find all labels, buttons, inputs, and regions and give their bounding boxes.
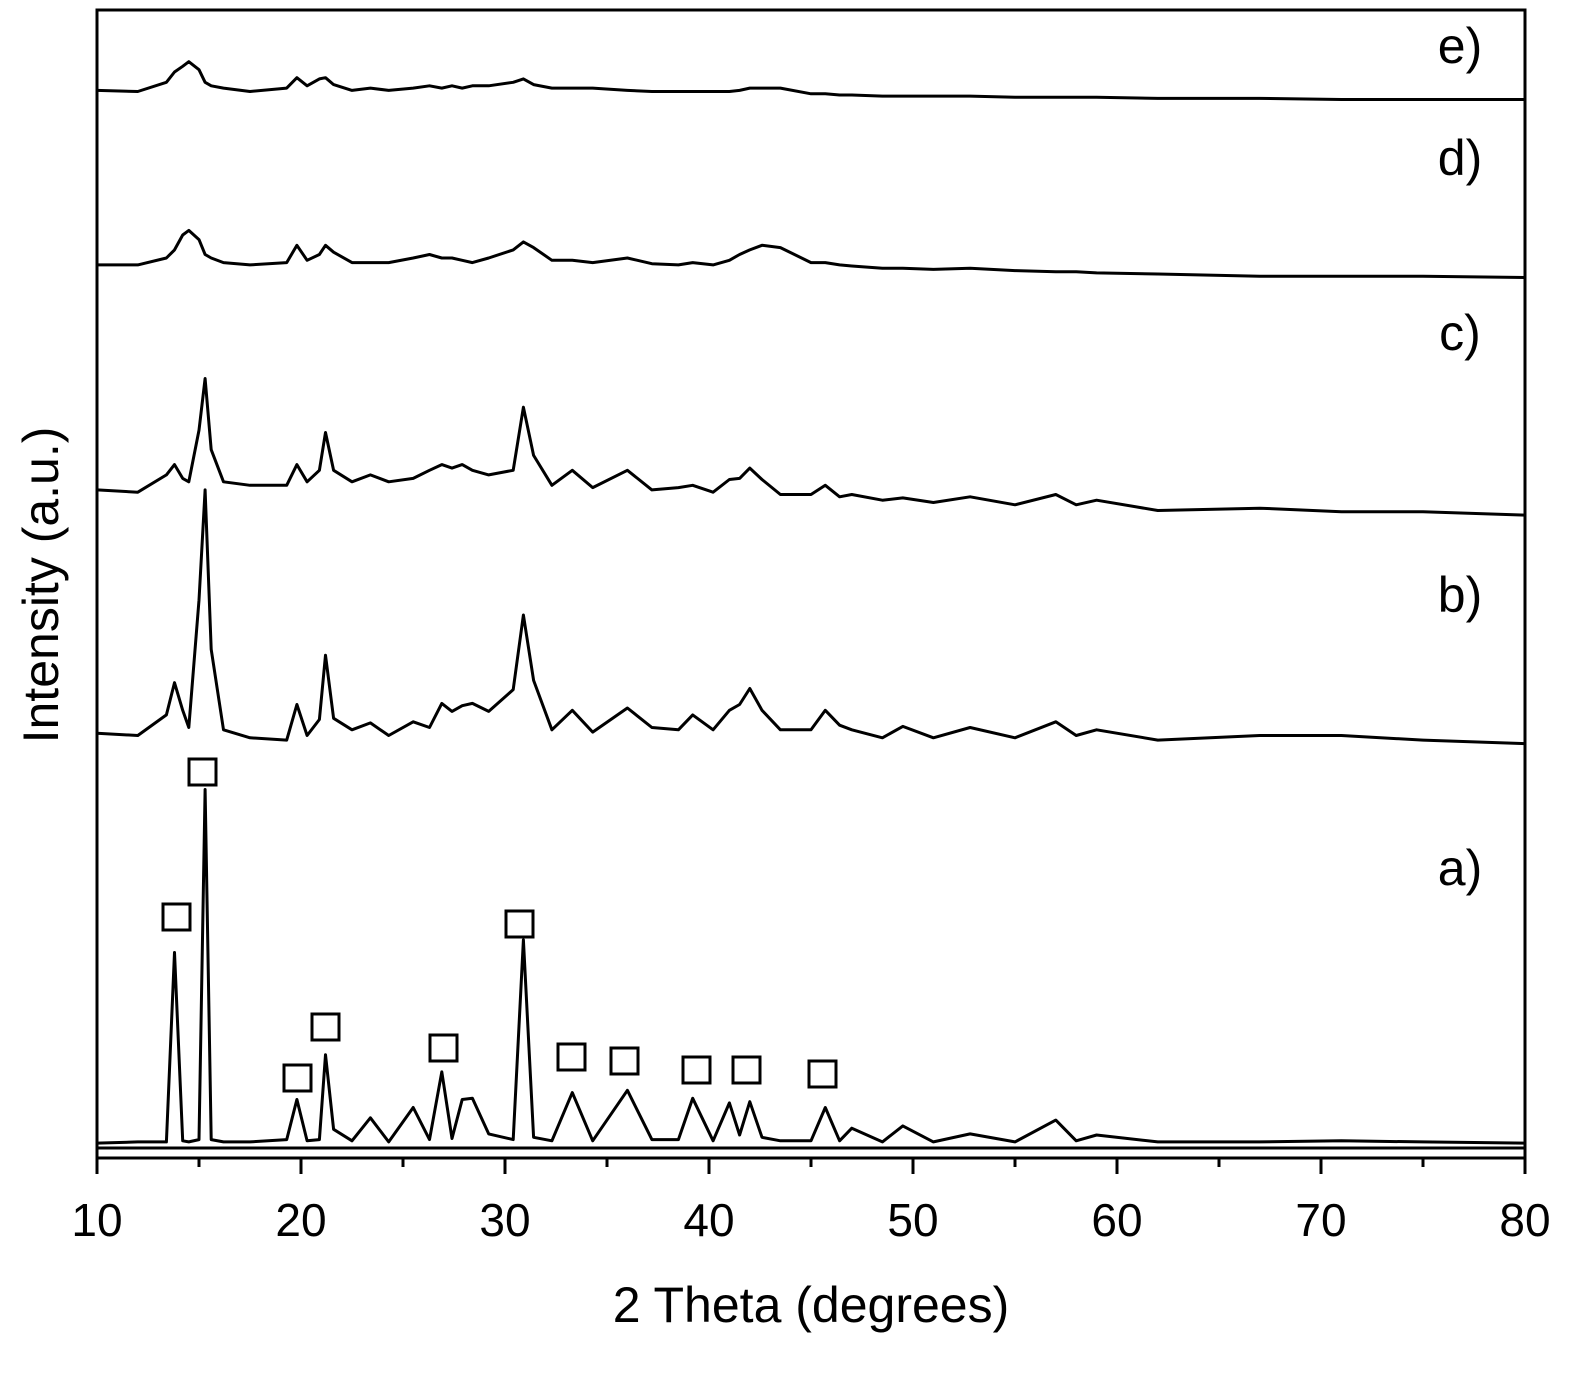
series-line [96, 377, 1526, 517]
peak-marker [681, 1055, 712, 1085]
peak-marker [161, 902, 192, 932]
x-tick-label: 30 [479, 1194, 530, 1246]
peak-marker [807, 1059, 838, 1089]
peak-markers [161, 757, 838, 1093]
series-label: b) [1438, 567, 1482, 623]
x-axis-label: 2 Theta (degrees) [613, 1277, 1010, 1333]
x-tick-label: 40 [683, 1194, 734, 1246]
peak-marker [731, 1055, 762, 1085]
x-tick-label: 10 [71, 1194, 122, 1246]
series-label: d) [1438, 130, 1482, 186]
x-tick-label: 20 [275, 1194, 326, 1246]
peak-marker [187, 757, 218, 787]
x-tick-label: 80 [1499, 1194, 1550, 1246]
series-line [96, 788, 1526, 1145]
x-tick-label: 60 [1091, 1194, 1142, 1246]
series-label: c) [1439, 305, 1481, 361]
peak-marker [609, 1046, 640, 1076]
y-axis-label: Intensity (a.u.) [13, 427, 69, 744]
peak-marker [504, 909, 535, 939]
series-label: e) [1438, 18, 1482, 74]
series-line [97, 228, 1526, 279]
peak-marker [428, 1033, 459, 1063]
x-tick-label: 50 [887, 1194, 938, 1246]
x-tick-label: 70 [1295, 1194, 1346, 1246]
series-label: a) [1438, 840, 1482, 896]
peak-marker [310, 1012, 341, 1042]
peak-marker [556, 1042, 587, 1072]
plot-frame [95, 8, 1527, 1160]
series-line [96, 60, 1525, 101]
peak-marker [282, 1063, 313, 1093]
series-line [96, 488, 1526, 746]
